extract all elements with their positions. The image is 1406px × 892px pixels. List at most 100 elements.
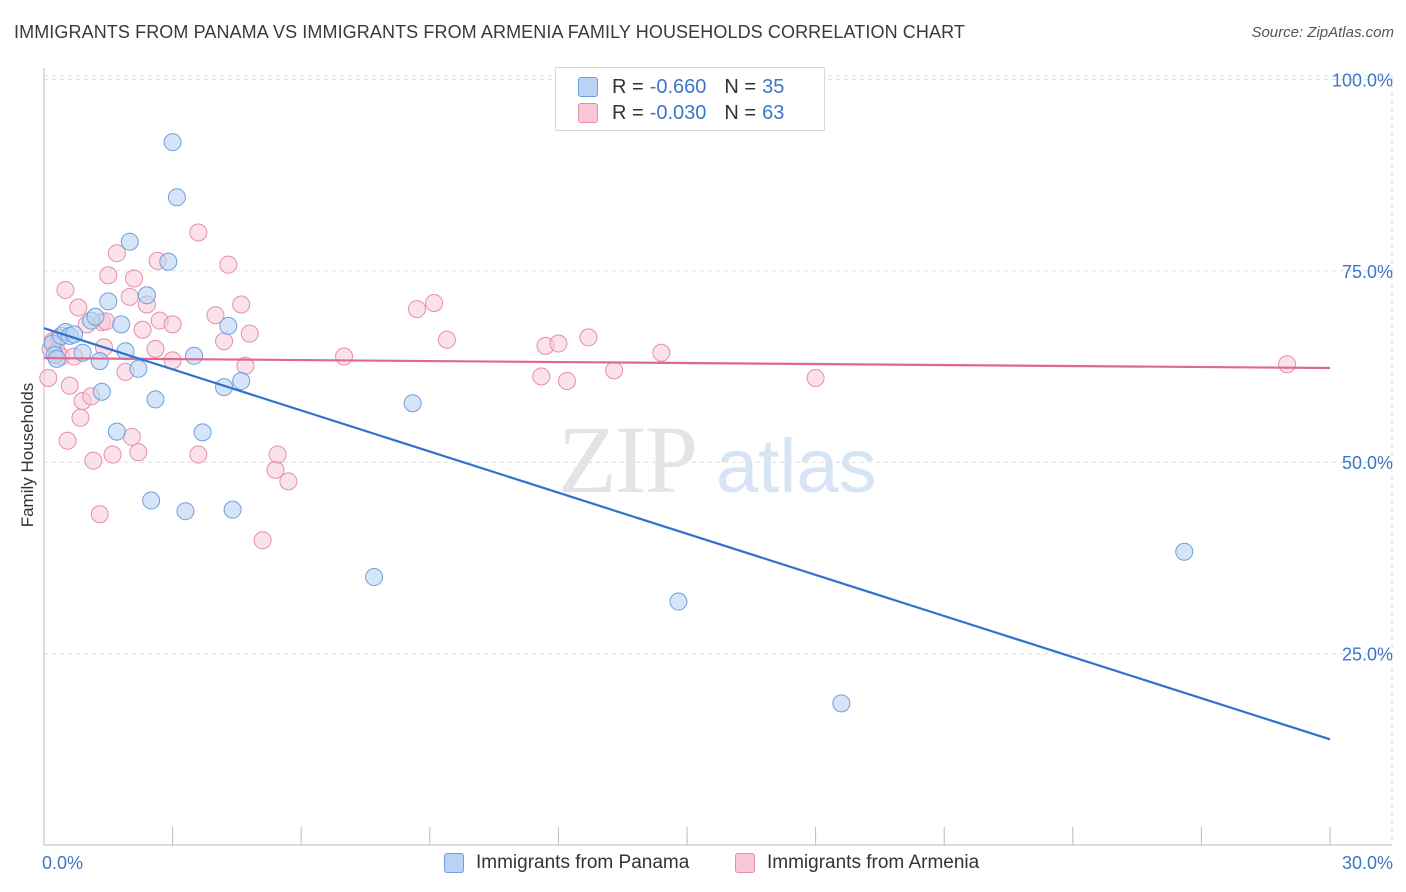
legend-r-value: -0.660 [649, 75, 707, 98]
data-point-panama [146, 390, 165, 409]
data-point-panama [159, 252, 178, 271]
data-point-panama [163, 133, 182, 152]
data-point-armenia [189, 223, 208, 242]
data-point-armenia [120, 287, 139, 306]
data-point-armenia [253, 531, 272, 550]
legend-row-armenia: R = -0.030 N = 63 [578, 101, 784, 125]
data-point-armenia [1278, 355, 1297, 374]
data-point-armenia [425, 293, 444, 312]
x-tick-label: 30.0% [1342, 853, 1393, 873]
data-point-panama [167, 188, 186, 207]
data-point-panama [669, 592, 688, 611]
data-point-armenia [806, 368, 825, 387]
data-point-armenia [407, 300, 426, 319]
data-point-armenia [605, 361, 624, 380]
data-point-panama [120, 232, 139, 251]
data-point-armenia [56, 280, 75, 299]
legend-row-panama: R = -0.660 N = 35 [578, 75, 784, 99]
data-point-panama [185, 346, 204, 365]
data-point-armenia [532, 367, 551, 386]
data-point-armenia [579, 328, 598, 347]
data-point-panama [99, 292, 118, 311]
data-point-armenia [90, 505, 109, 524]
data-point-armenia [99, 266, 118, 285]
grid-lines [44, 75, 1393, 845]
data-point-armenia [103, 445, 122, 464]
data-point-panama [90, 352, 109, 371]
data-point-armenia [652, 343, 671, 362]
chart-title: IMMIGRANTS FROM PANAMA VS IMMIGRANTS FRO… [14, 22, 965, 42]
watermark-atlas: atlas [716, 424, 877, 509]
data-point-armenia [107, 244, 126, 263]
data-point-panama [403, 394, 422, 413]
data-point-panama [232, 372, 251, 391]
correlation-legend: R = -0.660 N = 35 R = -0.030 N = 63 [555, 67, 825, 131]
data-point-panama [223, 500, 242, 519]
data-point-armenia [60, 376, 79, 395]
data-point-panama [219, 316, 238, 335]
trendlines [43, 327, 1331, 741]
legend-r-label: R = [612, 75, 644, 98]
trendline-panama [43, 327, 1331, 741]
data-point-panama [107, 422, 126, 441]
trendline-armenia [43, 356, 1331, 370]
data-point-panama [832, 694, 851, 713]
y-tick-label: 50.0% [1342, 453, 1393, 473]
legend-n-value: 35 [762, 75, 785, 98]
data-point-armenia [232, 295, 251, 314]
data-point-armenia [549, 334, 568, 353]
bottom-legend-label-panama: Immigrants from Panama [476, 852, 690, 873]
data-point-armenia [133, 320, 152, 339]
data-point-armenia [122, 427, 141, 446]
data-point-panama [92, 382, 111, 401]
data-point-panama [86, 307, 105, 326]
data-point-armenia [206, 306, 225, 325]
data-point-armenia [58, 431, 77, 450]
data-point-armenia [69, 298, 88, 317]
data-point-armenia [215, 332, 234, 351]
watermark-zip: ZIP [558, 406, 696, 513]
data-point-panama [215, 378, 234, 397]
data-point-panama [1175, 542, 1194, 561]
legend-swatch-panama [578, 77, 598, 97]
bottom-legend-swatch-panama [444, 853, 464, 873]
data-point-armenia [129, 443, 148, 462]
data-point-armenia [335, 347, 354, 366]
data-point-armenia [84, 451, 103, 470]
data-point-armenia [240, 324, 259, 343]
data-point-panama [112, 315, 131, 334]
axes [43, 68, 1392, 846]
data-point-armenia [163, 315, 182, 334]
data-point-armenia [268, 445, 287, 464]
tick-labels: 25.0% 50.0% 75.0% 100.0% 0.0% 30.0% [42, 70, 1393, 873]
legend-n-value: 63 [762, 101, 785, 124]
y-tick-label: 100.0% [1332, 70, 1393, 90]
legend-r-value: -0.030 [649, 101, 707, 124]
data-point-panama [73, 343, 92, 362]
legend-swatch-armenia [578, 103, 598, 123]
legend-n-label: N = [724, 75, 757, 98]
data-point-armenia [219, 255, 238, 274]
legend-n-label: N = [724, 101, 757, 124]
data-point-armenia [146, 339, 165, 358]
data-point-panama [137, 286, 156, 305]
y-tick-label: 25.0% [1342, 645, 1393, 665]
data-point-panama [365, 568, 384, 587]
y-tick-label: 75.0% [1342, 262, 1393, 282]
source-label: Source: ZipAtlas.com [1251, 24, 1394, 41]
data-point-armenia [279, 472, 298, 491]
bottom-legend-label-armenia: Immigrants from Armenia [767, 852, 980, 873]
data-point-armenia [437, 330, 456, 349]
data-point-panama [193, 423, 212, 442]
series-panama [43, 133, 1194, 713]
data-point-armenia [39, 368, 58, 387]
y-axis-label: Family Households [18, 382, 37, 528]
bottom-legend-armenia: Immigrants from Armenia [735, 852, 979, 874]
x-tick-label: 0.0% [42, 853, 83, 873]
data-point-armenia [557, 372, 576, 391]
bottom-legend-swatch-armenia [735, 853, 755, 873]
data-point-panama [176, 502, 195, 521]
data-point-panama [129, 359, 148, 378]
bottom-legend-panama: Immigrants from Panama [444, 852, 689, 874]
